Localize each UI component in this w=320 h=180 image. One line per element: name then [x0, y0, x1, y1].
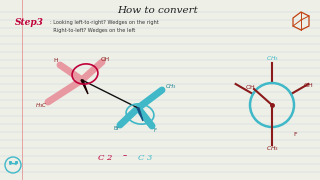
Text: –: –: [123, 152, 127, 161]
Text: $CH_3$: $CH_3$: [266, 145, 278, 153]
Text: OH: OH: [245, 84, 255, 89]
Text: H: H: [54, 57, 58, 62]
Text: OH: OH: [100, 57, 109, 62]
Text: $H_3C$: $H_3C$: [35, 102, 47, 111]
Text: Right-to-left? Wedges on the left: Right-to-left? Wedges on the left: [50, 28, 135, 33]
Text: Br: Br: [113, 127, 119, 132]
Text: OH: OH: [304, 82, 314, 87]
Text: How to convert: How to convert: [118, 6, 198, 15]
Text: C 3: C 3: [138, 154, 152, 162]
Polygon shape: [81, 80, 88, 94]
Text: $CH_3$: $CH_3$: [165, 83, 177, 91]
Text: $CH_3$: $CH_3$: [266, 55, 278, 64]
Text: F: F: [153, 127, 156, 132]
Text: Step3: Step3: [15, 17, 44, 26]
Text: F: F: [293, 132, 297, 137]
Text: C 2: C 2: [98, 154, 112, 162]
Text: : Looking left-to-right? Wedges on the right: : Looking left-to-right? Wedges on the r…: [50, 19, 159, 24]
Polygon shape: [137, 108, 143, 121]
